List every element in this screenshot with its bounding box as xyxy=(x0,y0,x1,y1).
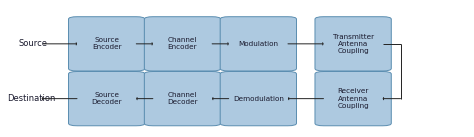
Text: Demodulation: Demodulation xyxy=(233,96,284,102)
Text: Modulation: Modulation xyxy=(238,41,278,47)
Text: Transmitter
Antenna
Coupling: Transmitter Antenna Coupling xyxy=(333,34,374,54)
FancyBboxPatch shape xyxy=(69,72,145,126)
Text: Source
Encoder: Source Encoder xyxy=(92,37,121,50)
Text: Source
Decoder: Source Decoder xyxy=(91,92,122,105)
FancyBboxPatch shape xyxy=(144,17,221,71)
FancyBboxPatch shape xyxy=(144,72,221,126)
FancyBboxPatch shape xyxy=(69,17,145,71)
Text: Source: Source xyxy=(19,39,48,48)
FancyBboxPatch shape xyxy=(315,17,391,71)
FancyBboxPatch shape xyxy=(220,72,297,126)
Text: Channel
Decoder: Channel Decoder xyxy=(167,92,198,105)
FancyBboxPatch shape xyxy=(220,17,297,71)
Text: Destination: Destination xyxy=(8,94,56,103)
FancyBboxPatch shape xyxy=(315,72,391,126)
Text: Channel
Encoder: Channel Encoder xyxy=(168,37,197,50)
Text: Receiver
Antenna
Coupling: Receiver Antenna Coupling xyxy=(337,88,369,109)
